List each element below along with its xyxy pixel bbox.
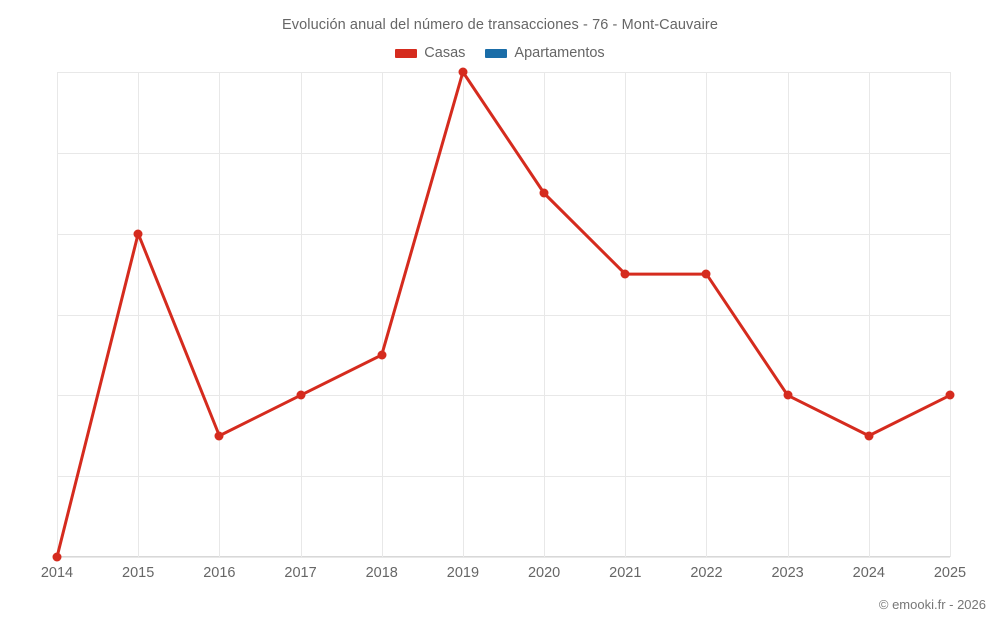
- data-point[interactable]: [458, 67, 468, 77]
- x-axis-tick-label: 2024: [852, 565, 885, 581]
- x-axis-tick-label: 2025: [933, 565, 967, 581]
- legend-label-casas: Casas: [424, 45, 466, 61]
- x-axis-tick-label: 2016: [203, 565, 236, 581]
- legend-item-apartamentos[interactable]: Apartamentos: [485, 45, 605, 61]
- data-point[interactable]: [620, 269, 630, 279]
- x-axis-tick-label: 2017: [284, 565, 317, 581]
- data-point[interactable]: [133, 229, 143, 239]
- legend-label-apartamentos: Apartamentos: [514, 45, 605, 61]
- data-point[interactable]: [377, 350, 387, 360]
- gridline-horizontal: [57, 314, 950, 316]
- gridline-horizontal: [57, 72, 950, 73]
- x-axis-baseline: [57, 556, 950, 557]
- gridline-vertical: [462, 72, 464, 557]
- data-point[interactable]: [214, 431, 224, 441]
- chart-title: Evolución anual del número de transaccio…: [282, 17, 718, 33]
- data-point[interactable]: [296, 390, 306, 400]
- x-axis-tick-label: 2019: [446, 565, 480, 581]
- data-point[interactable]: [783, 390, 793, 400]
- gridline-horizontal: [57, 152, 950, 154]
- gridline-vertical: [300, 72, 302, 557]
- x-axis-tick-label: 2020: [527, 565, 561, 581]
- legend-swatch-casas: [395, 48, 418, 58]
- gridline-vertical: [381, 72, 383, 557]
- chart-legend: Casas Apartamentos: [0, 45, 1000, 61]
- data-point[interactable]: [945, 390, 955, 400]
- gridline-vertical: [57, 72, 58, 557]
- x-axis-tick-label: 2015: [122, 565, 155, 581]
- series-lines: [55, 70, 952, 559]
- data-point[interactable]: [864, 431, 874, 441]
- gridline-vertical: [219, 72, 221, 557]
- gridline-vertical: [706, 72, 708, 557]
- gridline-vertical: [544, 72, 546, 557]
- gridline-horizontal: [57, 233, 950, 235]
- x-axis-tick-label: 2023: [771, 565, 804, 581]
- copyright-footer: © emooki.fr - 2026: [878, 597, 986, 612]
- gridline-vertical: [138, 72, 140, 557]
- gridline-horizontal: [57, 476, 950, 478]
- gridline-vertical: [787, 72, 789, 557]
- data-point[interactable]: [701, 269, 711, 279]
- gridline-vertical: [868, 72, 870, 557]
- x-axis-tick-label: 2014: [40, 565, 74, 581]
- data-point[interactable]: [52, 552, 62, 562]
- plot-area: [52, 67, 955, 562]
- series-line-casas: [55, 70, 952, 559]
- x-axis-tick-label: 2021: [609, 565, 642, 581]
- legend-swatch-apartamentos: [485, 48, 508, 58]
- gridline-vertical: [625, 72, 627, 557]
- gridline-horizontal: [57, 395, 950, 397]
- gridline-vertical: [950, 72, 951, 557]
- x-axis-tick-label: 2022: [690, 565, 723, 581]
- gridline-horizontal: [57, 557, 950, 558]
- legend-item-casas[interactable]: Casas: [395, 45, 465, 61]
- x-axis-tick-label: 2018: [365, 565, 398, 581]
- data-point[interactable]: [539, 188, 549, 198]
